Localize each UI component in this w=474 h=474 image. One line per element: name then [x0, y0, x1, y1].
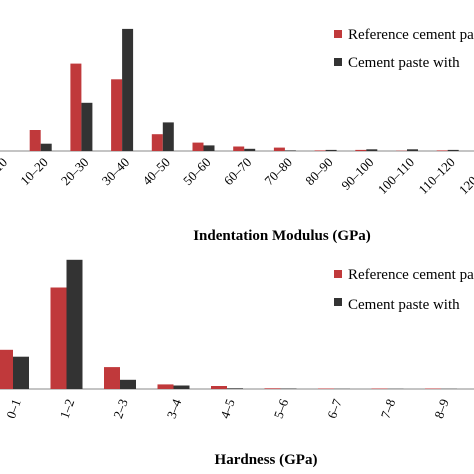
modulus-bars	[29, 28, 459, 151]
modulus-bar-40-50-series-2	[162, 122, 174, 151]
legend-label-with: Cement paste with	[348, 297, 460, 313]
modulus-bar-30-40-series-2	[122, 28, 134, 151]
legend-swatch-reference	[334, 270, 342, 278]
legend-label-reference: Reference cement paste	[348, 267, 474, 283]
hardness-legend: Reference cement paste Cement paste with	[334, 267, 474, 313]
hardness-bar-8-9-series-1	[425, 388, 441, 389]
hardness-bar-4-5-series-1	[211, 386, 227, 389]
hardness-bar-1-2-series-1	[50, 287, 67, 389]
modulus-tick-label-100-110: 100–110	[375, 155, 417, 197]
hardness-bar-5-6-series-2	[280, 388, 297, 389]
modulus-bar-20-30-series-1	[70, 63, 82, 151]
hardness-tick-label-8-9: 8–9	[431, 397, 452, 420]
chart-hardness: 0–11–22–33–44–55–66–77–88–99–10 Referenc…	[0, 259, 474, 468]
hardness-bar-0-1-series-1	[0, 349, 13, 389]
hardness-tick-labels: 0–11–22–33–44–55–66–77–88–99–10	[3, 396, 452, 420]
modulus-tick-label-20-30: 20–30	[58, 155, 92, 189]
modulus-legend: Reference cement paste Cement paste with	[334, 27, 474, 71]
hardness-bar-3-4-series-1	[157, 384, 174, 389]
hardness-bar-6-7-series-1	[318, 388, 334, 389]
modulus-tick-label-30-40: 30–40	[99, 155, 133, 189]
hardness-tick-label-3-4: 3–4	[164, 396, 185, 420]
hardness-bar-2-3-series-1	[104, 367, 120, 389]
hardness-bars	[0, 259, 457, 389]
modulus-bar-70-80-series-1	[273, 147, 285, 151]
legend-swatch-with	[334, 298, 342, 306]
modulus-tick-label-60-70: 60–70	[221, 155, 255, 189]
chart-modulus: 0–10 10–20 20–30 30–40 40–50 50–60 60–70 70–80 8…	[0, 27, 474, 244]
modulus-bar-50-60-series-2	[203, 145, 215, 151]
modulus-bar-100-110-series-2	[407, 149, 418, 151]
hardness-bar-7-8-series-1	[371, 388, 388, 389]
modulus-bar-80-90-series-2	[325, 149, 337, 151]
modulus-tick-label-80-90: 80–90	[302, 155, 336, 189]
legend-label-with: Cement paste with	[348, 55, 460, 71]
modulus-tick-label-120-130: 120–130	[456, 155, 474, 198]
modulus-tick-label-0-10: 0–10	[0, 155, 10, 184]
modulus-tick-labels: 0–10 10–20 20–30 30–40 40–50 50–60 60–70 70–80 8…	[0, 155, 474, 198]
modulus-bar-70-80-series-2	[284, 150, 296, 151]
modulus-tick-label-40-50: 40–50	[139, 155, 173, 189]
modulus-tick-label-10-20: 10–20	[17, 155, 51, 189]
modulus-bar-110-120-series-1	[436, 150, 448, 151]
modulus-bar-20-30-series-2	[81, 102, 93, 151]
hardness-tick-label-0-1: 0–1	[3, 397, 24, 420]
hardness-tick-label-6-7: 6–7	[324, 396, 345, 420]
hardness-bar-0-1-series-2	[13, 356, 29, 389]
legend-label-reference: Reference cement paste	[348, 27, 474, 43]
modulus-bar-10-20-series-1	[29, 130, 41, 151]
modulus-x-axis-title: Indentation Modulus (GPa)	[193, 228, 371, 244]
modulus-tick-label-70-80: 70–80	[261, 155, 295, 189]
modulus-tick-label-110-120: 110–120	[415, 155, 457, 197]
hardness-tick-label-5-6: 5–6	[271, 396, 292, 420]
modulus-bar-60-70-series-2	[244, 148, 256, 151]
hardness-bar-4-5-series-2	[227, 388, 243, 389]
modulus-bar-10-20-series-2	[40, 143, 52, 151]
hardness-tick-label-4-5: 4–5	[217, 397, 238, 420]
modulus-bar-90-100-series-2	[366, 149, 378, 151]
modulus-bar-110-120-series-2	[447, 149, 459, 151]
modulus-tick-label-50-60: 50–60	[180, 155, 214, 189]
modulus-bar-40-50-series-1	[151, 134, 163, 151]
modulus-tick-label-90-100: 90–100	[338, 155, 376, 193]
modulus-bar-60-70-series-1	[233, 146, 245, 151]
hardness-bar-5-6-series-1	[264, 388, 281, 389]
legend-swatch-with	[334, 58, 342, 66]
hardness-bar-2-3-series-2	[120, 379, 136, 389]
modulus-bar-50-60-series-1	[192, 142, 204, 151]
legend-swatch-reference	[334, 30, 342, 38]
hardness-tick-label-1-2: 1–2	[57, 397, 78, 420]
hardness-x-axis-title: Hardness (GPa)	[215, 452, 318, 468]
hardness-bar-3-4-series-2	[173, 385, 190, 389]
hardness-tick-label-7-8: 7–8	[378, 397, 399, 420]
hardness-bar-1-2-series-2	[66, 259, 83, 389]
modulus-bar-30-40-series-1	[111, 79, 123, 151]
modulus-bar-80-90-series-1	[314, 150, 326, 151]
hardness-tick-label-2-3: 2–3	[110, 397, 131, 420]
modulus-bar-90-100-series-1	[355, 149, 367, 151]
